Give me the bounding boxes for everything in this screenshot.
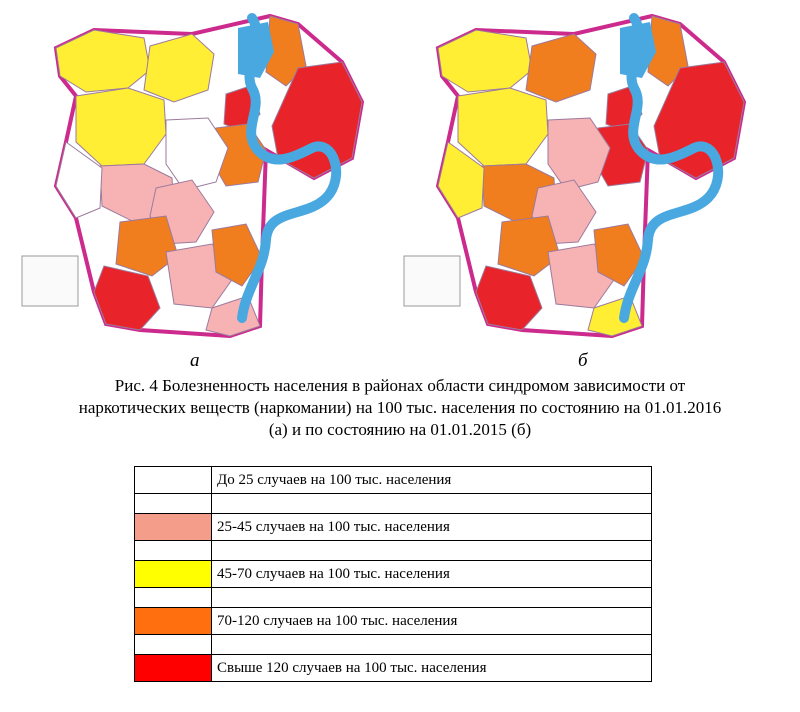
district-11 bbox=[115, 215, 179, 277]
river bbox=[237, 13, 342, 323]
figure-caption: Рис. 4 Болезненность населения в районах… bbox=[0, 375, 800, 441]
legend-spacer-row bbox=[134, 540, 652, 561]
map-a bbox=[16, 8, 376, 338]
district-3 bbox=[457, 87, 549, 167]
district-14 bbox=[593, 223, 645, 287]
district-13 bbox=[475, 265, 543, 331]
legend-row: 70-120 случаев на 100 тыс. населения bbox=[134, 607, 652, 635]
district-16 bbox=[55, 141, 103, 219]
legend-spacer-cell bbox=[211, 634, 652, 655]
reservoir bbox=[238, 22, 274, 78]
map-inset-legend bbox=[21, 255, 79, 307]
district-1 bbox=[437, 29, 533, 93]
map-letter-b: б bbox=[578, 350, 588, 371]
legend-swatch bbox=[134, 466, 212, 494]
district-2 bbox=[525, 33, 597, 103]
legend-spacer-row bbox=[134, 634, 652, 655]
reservoir bbox=[620, 22, 656, 78]
district-16 bbox=[437, 141, 485, 219]
river bbox=[619, 13, 724, 323]
legend-spacer-cell bbox=[211, 493, 652, 514]
district-3 bbox=[75, 87, 167, 167]
legend-table: До 25 случаев на 100 тыс. населения 25-4… bbox=[134, 466, 652, 682]
legend-row: Свыше 120 случаев на 100 тыс. населения bbox=[134, 654, 652, 682]
legend-spacer-row bbox=[134, 587, 652, 608]
legend-row: 25-45 случаев на 100 тыс. населения bbox=[134, 513, 652, 541]
legend-row: До 25 случаев на 100 тыс. населения bbox=[134, 466, 652, 494]
legend-label: 25-45 случаев на 100 тыс. населения bbox=[211, 513, 652, 541]
district-14 bbox=[211, 223, 263, 287]
legend-spacer-cell bbox=[134, 587, 212, 608]
caption-line-2: наркотических веществ (наркомании) на 10… bbox=[78, 398, 722, 417]
choropleth-map-b bbox=[403, 13, 747, 338]
district-2 bbox=[143, 33, 215, 103]
legend-spacer-cell bbox=[134, 493, 212, 514]
choropleth-map-a bbox=[21, 13, 365, 338]
legend-label: Свыше 120 случаев на 100 тыс. населения bbox=[211, 654, 652, 682]
caption-line-3: (а) и по состоянию на 01.01.2015 (б) bbox=[268, 420, 532, 439]
legend-spacer-row bbox=[134, 493, 652, 514]
legend-label: 70-120 случаев на 100 тыс. населения bbox=[211, 607, 652, 635]
legend-label: До 25 случаев на 100 тыс. населения bbox=[211, 466, 652, 494]
legend-spacer-cell bbox=[134, 540, 212, 561]
map-letter-a: а bbox=[190, 350, 200, 371]
district-11 bbox=[497, 215, 561, 277]
legend-swatch bbox=[134, 560, 212, 588]
legend-swatch bbox=[134, 607, 212, 635]
district-8 bbox=[165, 117, 229, 191]
map-b bbox=[398, 8, 758, 338]
legend-label: 45-70 случаев на 100 тыс. населения bbox=[211, 560, 652, 588]
legend-swatch bbox=[134, 513, 212, 541]
legend-spacer-cell bbox=[134, 634, 212, 655]
legend-spacer-cell bbox=[211, 540, 652, 561]
legend-row: 45-70 случаев на 100 тыс. населения bbox=[134, 560, 652, 588]
district-8 bbox=[547, 117, 611, 191]
caption-line-1: Рис. 4 Болезненность населения в районах… bbox=[114, 376, 686, 395]
district-13 bbox=[93, 265, 161, 331]
legend-spacer-cell bbox=[211, 587, 652, 608]
legend-swatch bbox=[134, 654, 212, 682]
map-inset-legend bbox=[403, 255, 461, 307]
district-1 bbox=[55, 29, 151, 93]
